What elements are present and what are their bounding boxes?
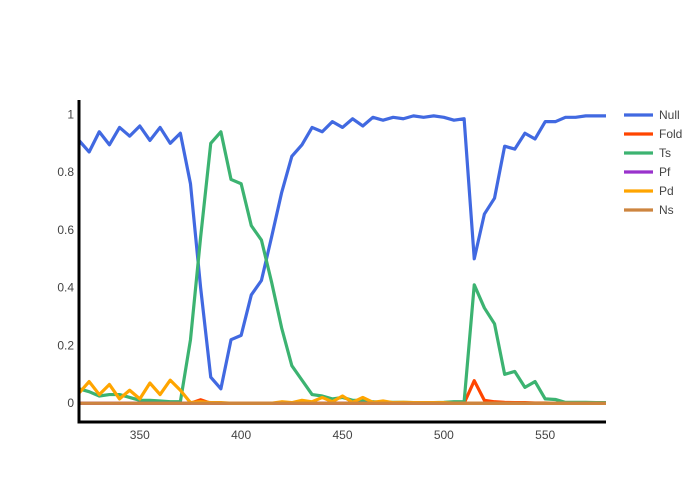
legend-item-pd[interactable]: Pd <box>624 184 674 198</box>
y-tick-label: 0.6 <box>57 223 74 237</box>
y-tick-label: 0.2 <box>57 338 74 352</box>
legend-label: Pf <box>659 165 671 179</box>
y-tick-label: 0.4 <box>57 281 74 295</box>
y-tick-label: 0.8 <box>57 165 74 179</box>
x-tick-label: 450 <box>332 428 352 442</box>
legend-label: Fold <box>659 127 682 141</box>
series-layer <box>79 114 606 405</box>
series-line-ts <box>79 130 606 405</box>
legend-label: Ts <box>659 146 671 160</box>
y-tick-label: 1 <box>67 107 74 121</box>
series-line-null <box>79 114 606 391</box>
legend[interactable]: Null Fold Ts Pf Pd Ns <box>624 108 682 217</box>
axes-layer: 350 400 450 500 550 0 0.2 0.4 0.6 0.8 1 <box>57 100 606 442</box>
legend-label: Pd <box>659 184 674 198</box>
legend-item-ts[interactable]: Ts <box>624 146 671 160</box>
x-tick-label: 500 <box>434 428 454 442</box>
y-tick-label: 0 <box>67 396 74 410</box>
legend-item-fold[interactable]: Fold <box>624 127 682 141</box>
legend-item-pf[interactable]: Pf <box>624 165 671 179</box>
x-tick-label: 400 <box>231 428 251 442</box>
x-tick-label: 350 <box>130 428 150 442</box>
x-tick-label: 550 <box>535 428 555 442</box>
legend-label: Null <box>659 108 680 122</box>
legend-item-null[interactable]: Null <box>624 108 680 122</box>
legend-label: Ns <box>659 203 674 217</box>
legend-item-ns[interactable]: Ns <box>624 203 674 217</box>
